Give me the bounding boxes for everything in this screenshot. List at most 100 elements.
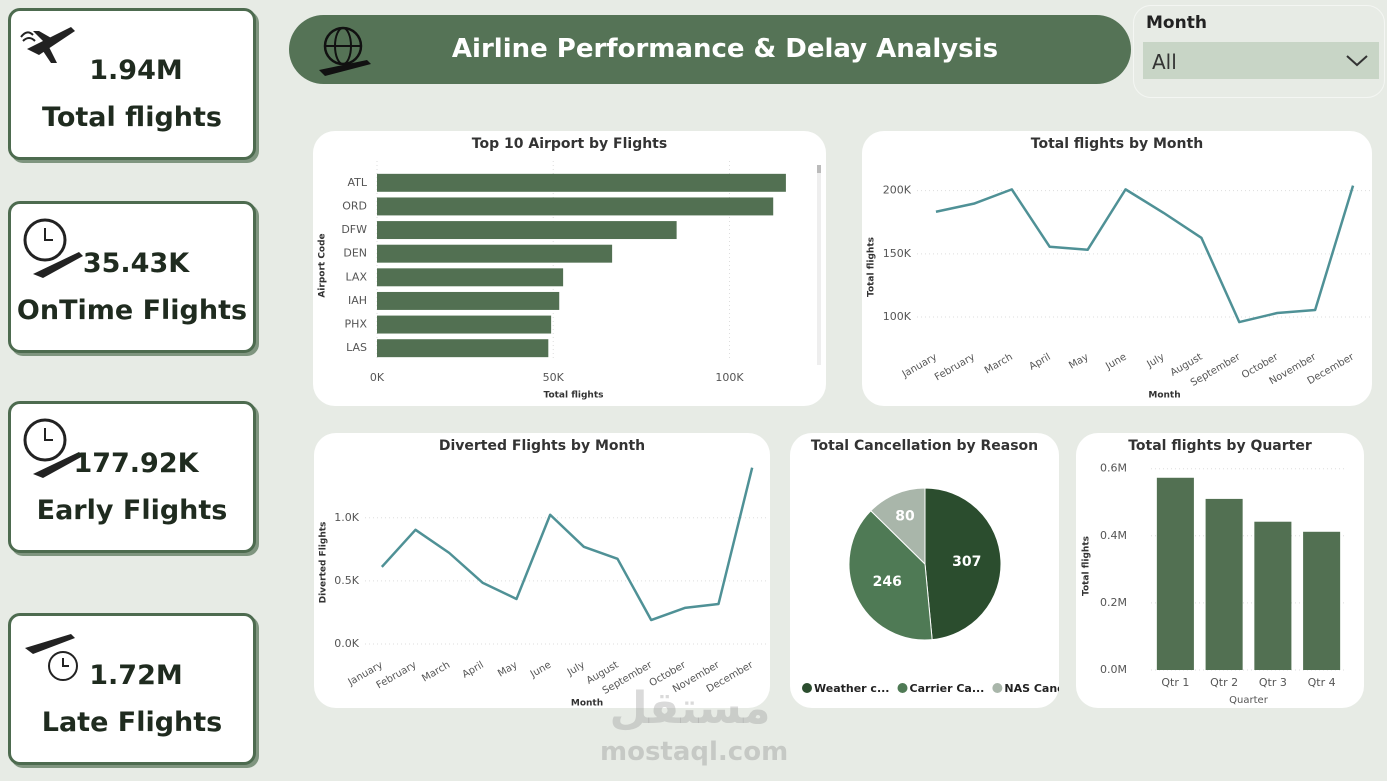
- bar: [377, 315, 552, 334]
- bar: [377, 173, 786, 192]
- y-tick-label: LAS: [346, 341, 367, 354]
- bar: [1303, 531, 1341, 670]
- x-tick-label: January: [900, 352, 939, 381]
- legend-label: Weather c...: [814, 682, 890, 695]
- clock-plane-icon: [23, 418, 83, 478]
- x-tick-label: July: [1145, 352, 1167, 371]
- kpi-label: Late Flights: [41, 707, 223, 738]
- kpi-value: 35.43K: [82, 248, 190, 279]
- chart: Diverted Flights by Month0.0K0.5K1.0KJan…: [319, 438, 769, 709]
- chart-title: Top 10 Airport by Flights: [472, 136, 667, 152]
- y-tick-label: DEN: [343, 247, 367, 260]
- pie-slice: [848, 510, 933, 641]
- globe-icon: [319, 26, 371, 76]
- x-tick-label: March: [420, 660, 452, 685]
- chart-title: Diverted Flights by Month: [439, 438, 645, 454]
- legend-label: NAS Canc...: [1004, 682, 1059, 695]
- header: Airline Performance & Delay Analysis: [289, 15, 1131, 84]
- x-axis-label: Total flights: [544, 391, 604, 401]
- x-tick-label: July: [565, 660, 587, 679]
- x-tick-label: February: [933, 352, 977, 384]
- y-tick-label: IAH: [348, 294, 367, 307]
- chart-panel: Total Cancellation by Reason 307 246 80 Weat…: [790, 433, 1059, 708]
- bar: [1205, 498, 1243, 670]
- y-tick-label: ATL: [347, 176, 367, 189]
- chart: Total Cancellation by Reason 307 246 80 Weat…: [802, 438, 1059, 695]
- x-tick-label: May: [496, 660, 519, 680]
- x-tick-label: 0K: [370, 371, 385, 384]
- chart: Total flights by Month 100K 150K 200K Januar…: [867, 136, 1372, 401]
- chart-panel: Total flights by Month 100K 150K 200K Januar…: [862, 131, 1372, 406]
- x-tick-label: Qtr 2: [1210, 676, 1238, 689]
- bar: [377, 197, 774, 216]
- data-label: 246: [873, 574, 902, 590]
- legend-label: Carrier Ca...: [910, 682, 985, 695]
- x-tick-label: May: [1067, 352, 1090, 372]
- y-tick-label: 0.0K: [334, 637, 359, 650]
- x-tick-label: June: [528, 660, 553, 681]
- y-axis-label: Total flights: [1082, 536, 1092, 596]
- late-plane-icon: [25, 634, 78, 681]
- y-tick-label: 0.4M: [1100, 529, 1127, 542]
- bar: [377, 244, 613, 263]
- slicer-dropdown[interactable]: All: [1143, 42, 1379, 79]
- line: [380, 467, 754, 622]
- y-tick-label: 0.6M: [1100, 462, 1127, 475]
- kpi-value: 1.94M: [89, 55, 183, 86]
- y-tick-label: 200K: [883, 184, 912, 197]
- x-axis-label: Quarter: [1229, 695, 1269, 706]
- y-tick-label: ORD: [342, 199, 367, 212]
- chart-title: Total flights by Month: [1031, 136, 1203, 152]
- x-tick-label: 50K: [543, 371, 565, 384]
- x-tick-label: June: [1103, 352, 1128, 373]
- y-axis-label: Total flights: [867, 237, 877, 297]
- chart-panel: Diverted Flights by Month 0.0K 0.5K 1.0K Jan…: [314, 433, 770, 708]
- chevron: [1346, 55, 1368, 67]
- legend-marker: [897, 683, 908, 693]
- pie-slice: [924, 487, 1002, 641]
- bar: [377, 339, 549, 358]
- bar: [1156, 477, 1194, 670]
- kpi-label: OnTime Flights: [16, 295, 248, 326]
- y-tick-label: 0.5K: [334, 574, 359, 587]
- slicer-label: Month: [1146, 13, 1207, 33]
- clock-plane-icon: [23, 218, 83, 278]
- chart-panel: Top 10 Airport by Flights 0K 50K 100K ATL ORD…: [313, 131, 826, 406]
- kpi-card: 1.72M Late Flights: [8, 613, 256, 765]
- y-tick-label: 0.0M: [1100, 663, 1127, 676]
- y-tick-label: 100K: [883, 310, 912, 323]
- y-tick-label: 1.0K: [334, 511, 359, 524]
- chart-panel: Total flights by Quarter 0.0M 0.2M 0.4M 0.6M…: [1076, 433, 1364, 708]
- kpi-card: 35.43K OnTime Flights: [8, 201, 256, 353]
- watermark: مستقل: [609, 683, 771, 734]
- y-tick-label: PHX: [345, 318, 368, 331]
- x-axis-label: Month: [571, 699, 603, 709]
- chart-title: Total flights by Quarter: [1128, 438, 1312, 454]
- y-axis-label: Diverted Flights: [319, 522, 329, 604]
- chart: Top 10 Airport by Flights 0K 50K 100K ATL ORD…: [318, 136, 821, 401]
- chart-title: Total Cancellation by Reason: [811, 438, 1038, 454]
- legend-marker: [992, 683, 1003, 693]
- line: [935, 185, 1355, 324]
- kpi-card: 1.94M Total flights: [8, 8, 256, 160]
- y-axis-label: Airport Code: [318, 233, 328, 297]
- data-label: 307: [952, 554, 981, 570]
- month-slicer: Month All: [1133, 5, 1385, 98]
- scrollbar: [817, 165, 821, 365]
- scroll-thumb: [817, 165, 821, 173]
- x-tick-label: 100K: [715, 371, 744, 384]
- x-tick-label: Qtr 1: [1161, 676, 1189, 689]
- x-tick-label: Qtr 4: [1308, 676, 1336, 689]
- data-label: 80: [895, 508, 915, 524]
- x-tick-label: Qtr 3: [1259, 676, 1287, 689]
- x-axis-label: Month: [1148, 391, 1180, 401]
- kpi-card: 177.92K Early Flights: [8, 401, 256, 553]
- bar: [1254, 521, 1292, 670]
- y-tick-label: LAX: [346, 270, 368, 283]
- x-tick-label: April: [1027, 352, 1052, 373]
- bar: [377, 268, 564, 287]
- pie-slice: [870, 487, 926, 566]
- chart: Total flights by Quarter 0.0M 0.2M 0.4M 0.6M…: [1082, 438, 1346, 706]
- kpi-label: Early Flights: [36, 495, 228, 526]
